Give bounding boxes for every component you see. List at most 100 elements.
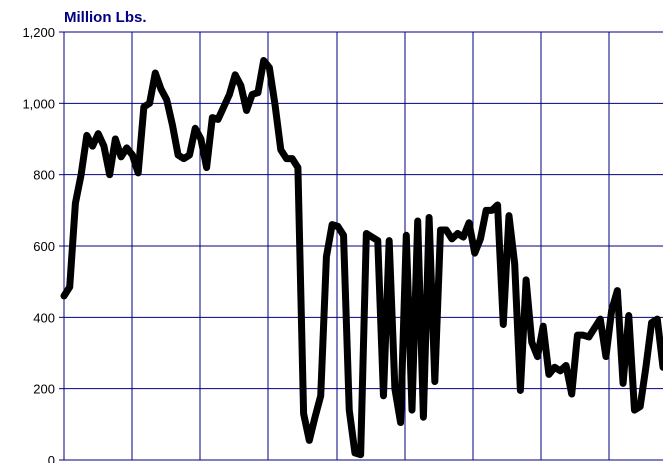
data-point: [387, 238, 392, 243]
data-point: [432, 379, 437, 384]
data-point: [421, 415, 426, 420]
data-point: [113, 137, 118, 141]
y-axis-ticks: 0 200 400 600 800 1,000 1,200: [22, 25, 55, 463]
data-point: [335, 224, 340, 229]
data-point: [170, 122, 175, 127]
data-point: [250, 92, 255, 97]
data-point: [84, 133, 89, 138]
data-point: [438, 227, 443, 232]
data-point: [255, 90, 260, 95]
data-point: [472, 251, 477, 256]
data-point: [495, 202, 500, 207]
data-point: [204, 165, 209, 170]
data-point: [193, 126, 198, 131]
y-tick-label: 600: [33, 239, 55, 254]
data-point: [564, 363, 569, 368]
data-point: [278, 147, 283, 152]
y-axis-title: Million Lbs.: [64, 9, 147, 26]
data-point: [455, 231, 460, 236]
data-point: [347, 408, 352, 413]
data-point: [478, 236, 483, 241]
data-point: [552, 365, 557, 370]
data-point: [444, 227, 449, 232]
data-point: [187, 153, 192, 158]
data-point: [392, 386, 397, 391]
data-point: [632, 408, 637, 413]
data-point: [227, 92, 232, 97]
data-point: [643, 365, 648, 370]
data-point: [130, 153, 135, 158]
data-point: [67, 285, 72, 290]
data-point: [221, 104, 226, 109]
data-point: [136, 170, 141, 175]
data-point: [535, 354, 540, 359]
data-point: [558, 368, 563, 373]
data-point: [655, 317, 660, 322]
data-point: [295, 165, 300, 170]
data-point: [598, 317, 603, 322]
data-point: [181, 156, 186, 161]
y-tick-label: 200: [33, 382, 55, 397]
data-point: [90, 144, 95, 149]
y-tick-label: 800: [33, 168, 55, 183]
data-point: [324, 254, 329, 259]
data-point: [198, 137, 203, 141]
data-point: [592, 326, 597, 331]
data-point: [119, 154, 124, 159]
data-point: [409, 408, 414, 413]
series-line: [60, 57, 663, 459]
data-point: [370, 235, 375, 240]
data-point: [238, 83, 243, 88]
data-point: [210, 115, 215, 120]
data-point: [626, 313, 631, 318]
data-point: [398, 420, 403, 425]
data-point: [107, 172, 112, 177]
data-point: [638, 404, 643, 409]
y-tick-label: 400: [33, 310, 55, 325]
data-point: [381, 393, 386, 398]
data-point: [621, 381, 626, 386]
data-point: [153, 71, 158, 76]
data-point: [244, 108, 249, 113]
data-point: [290, 156, 295, 161]
data-point: [512, 261, 517, 266]
data-point: [586, 334, 591, 339]
data-point: [216, 117, 221, 122]
data-point: [261, 58, 266, 63]
data-point: [569, 392, 574, 397]
data-point: [581, 333, 586, 338]
data-point: [124, 145, 129, 150]
data-point: [284, 156, 289, 161]
data-point: [461, 235, 466, 240]
data-point: [141, 104, 146, 109]
data-point: [158, 87, 163, 92]
data-point: [506, 213, 511, 218]
data-point: [541, 324, 546, 329]
data-point: [352, 450, 357, 455]
data-point: [164, 97, 169, 102]
data-point: [427, 215, 432, 220]
data-points: [62, 58, 663, 457]
data-point: [73, 201, 78, 206]
data-point: [101, 144, 106, 149]
data-point: [273, 103, 278, 108]
data-point: [518, 388, 523, 393]
data-point: [301, 411, 306, 416]
data-point: [330, 222, 335, 227]
data-point: [364, 231, 369, 236]
data-point: [267, 65, 272, 70]
data-point: [615, 288, 620, 293]
data-point: [603, 354, 608, 359]
data-point: [358, 452, 363, 457]
data-point: [62, 293, 66, 298]
data-point: [529, 340, 534, 345]
y-tick-label: 1,200: [22, 25, 55, 40]
data-point: [404, 233, 409, 238]
data-point: [609, 308, 614, 313]
data-point: [489, 208, 494, 213]
data-point: [318, 393, 323, 398]
data-point: [501, 322, 506, 327]
data-point: [415, 219, 420, 224]
data-point: [313, 415, 318, 420]
data-point: [233, 72, 238, 77]
